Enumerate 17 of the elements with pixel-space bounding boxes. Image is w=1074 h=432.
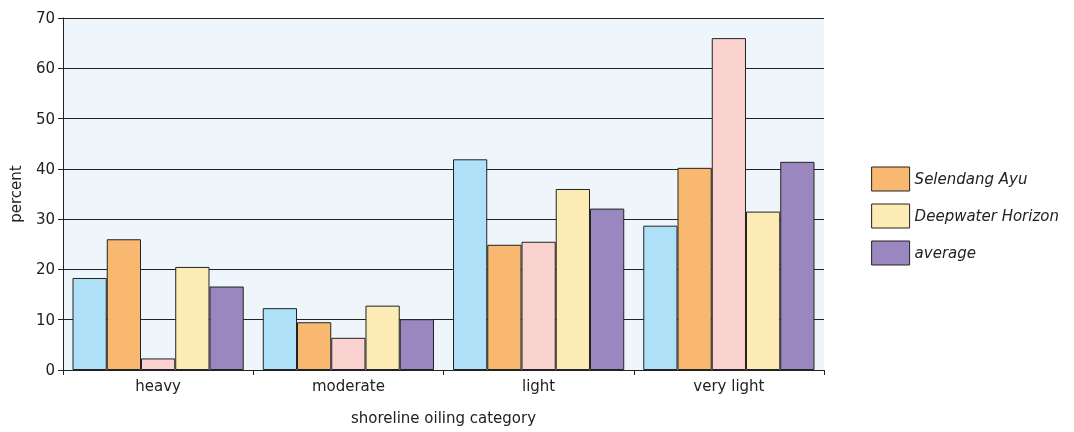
x-tick-label: light <box>522 376 556 395</box>
y-tick-label: 30 <box>35 210 55 229</box>
y-tick-label: 10 <box>35 310 55 329</box>
x-tick-label: moderate <box>311 376 385 395</box>
legend-label: Deepwater Horizon <box>914 207 1060 225</box>
x-axis-title: shoreline oiling category <box>350 408 537 427</box>
y-tick-label: 50 <box>35 109 55 128</box>
y-tick-label: 70 <box>35 9 55 27</box>
legend-label: Selendang Ayu <box>914 170 1028 188</box>
legend-label: average <box>914 244 977 262</box>
y-tick-label: 60 <box>35 59 55 78</box>
y-axis-title: percent <box>6 165 25 223</box>
x-tick-label: very light <box>693 376 765 395</box>
y-tick-label: 0 <box>45 361 55 379</box>
y-tick-label: 40 <box>35 159 55 178</box>
y-tick-label: 20 <box>35 260 55 279</box>
x-tick-label: heavy <box>135 376 182 395</box>
